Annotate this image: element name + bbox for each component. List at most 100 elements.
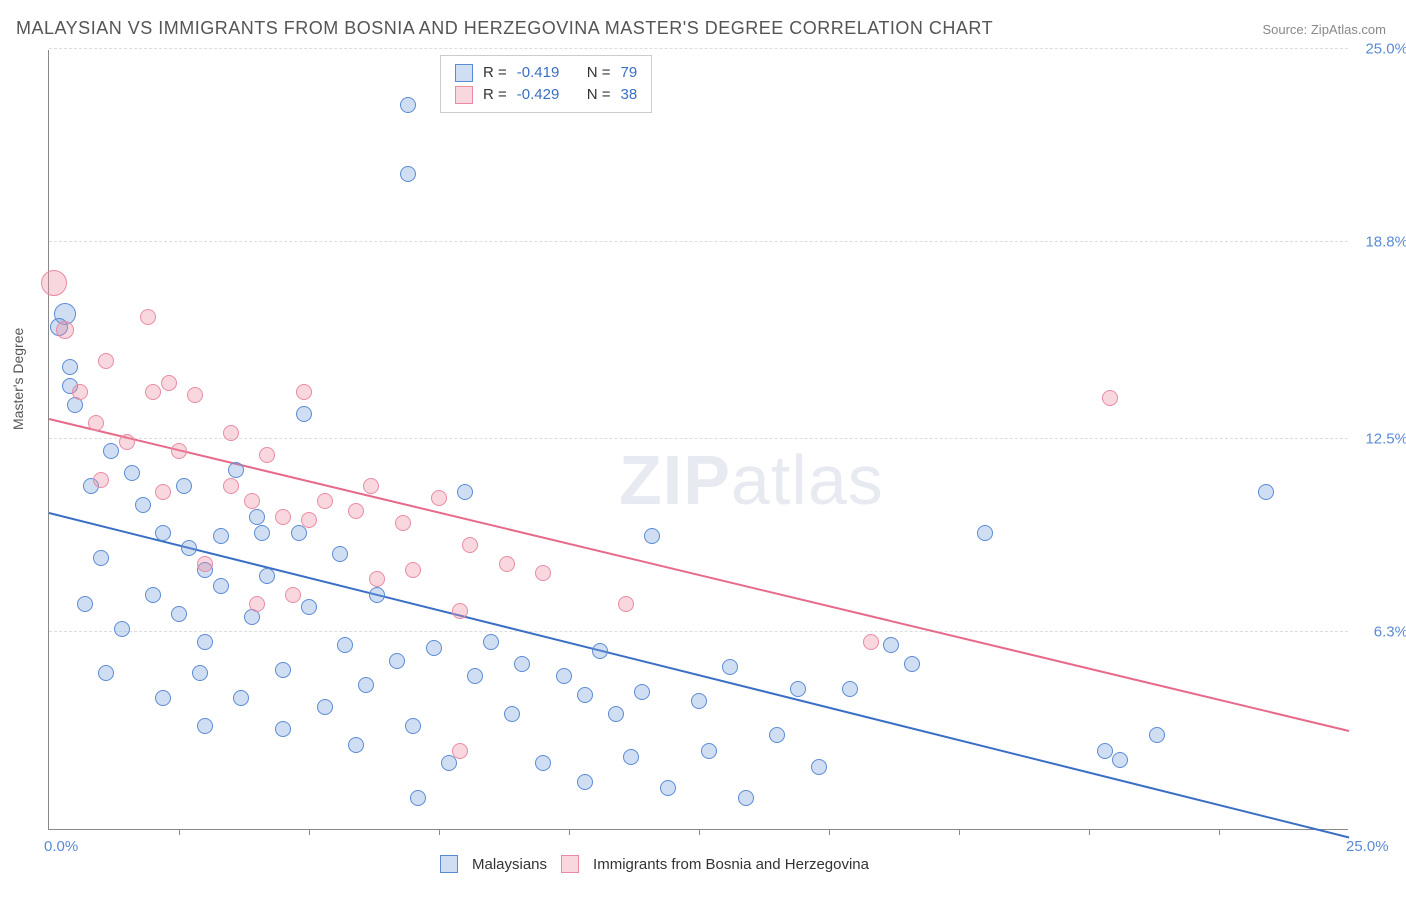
- x-tick: [1089, 829, 1090, 835]
- data-point-bosnia: [462, 537, 478, 553]
- trend-line-bosnia: [49, 418, 1349, 732]
- data-point-malaysians: [254, 525, 270, 541]
- data-point-bosnia: [259, 447, 275, 463]
- data-point-bosnia: [301, 512, 317, 528]
- data-point-malaysians: [77, 596, 93, 612]
- data-point-bosnia: [395, 515, 411, 531]
- data-point-bosnia: [145, 384, 161, 400]
- data-point-malaysians: [842, 681, 858, 697]
- data-point-malaysians: [400, 166, 416, 182]
- data-point-malaysians: [405, 718, 421, 734]
- data-point-bosnia: [535, 565, 551, 581]
- data-point-malaysians: [514, 656, 530, 672]
- watermark: ZIPatlas: [619, 440, 884, 520]
- data-point-bosnia: [317, 493, 333, 509]
- data-point-malaysians: [197, 718, 213, 734]
- data-point-bosnia: [119, 434, 135, 450]
- x-tick: [309, 829, 310, 835]
- legend-swatch-malaysians: [455, 64, 473, 82]
- legend-correlation-box: R =-0.419N =79R =-0.429N =38: [440, 55, 652, 113]
- legend-swatch-bosnia: [455, 86, 473, 104]
- data-point-malaysians: [883, 637, 899, 653]
- data-point-bosnia: [452, 743, 468, 759]
- data-point-malaysians: [691, 693, 707, 709]
- data-point-bosnia: [223, 478, 239, 494]
- y-tick-label: 18.8%: [1353, 234, 1406, 251]
- gridline: [49, 241, 1348, 242]
- data-point-malaysians: [213, 528, 229, 544]
- x-tick: [569, 829, 570, 835]
- data-point-malaysians: [358, 677, 374, 693]
- data-point-malaysians: [233, 690, 249, 706]
- legend-series: MalaysiansImmigrants from Bosnia and Her…: [440, 855, 869, 873]
- data-point-bosnia: [197, 556, 213, 572]
- data-point-malaysians: [556, 668, 572, 684]
- data-point-malaysians: [769, 727, 785, 743]
- data-point-malaysians: [213, 578, 229, 594]
- data-point-bosnia: [41, 270, 67, 296]
- source-attribution: Source: ZipAtlas.com: [1262, 22, 1386, 37]
- data-point-bosnia: [161, 375, 177, 391]
- data-point-malaysians: [1112, 752, 1128, 768]
- data-point-bosnia: [187, 387, 203, 403]
- data-point-bosnia: [98, 353, 114, 369]
- data-point-malaysians: [192, 665, 208, 681]
- data-point-malaysians: [977, 525, 993, 541]
- watermark-bold: ZIP: [619, 441, 731, 519]
- legend-bottom-swatch-bosnia: [561, 855, 579, 873]
- data-point-malaysians: [457, 484, 473, 500]
- gridline: [49, 631, 1348, 632]
- legend-n-label: N =: [587, 84, 611, 106]
- data-point-bosnia: [285, 587, 301, 603]
- data-point-bosnia: [363, 478, 379, 494]
- source-prefix: Source:: [1262, 22, 1310, 37]
- x-tick: [829, 829, 830, 835]
- data-point-malaysians: [634, 684, 650, 700]
- data-point-bosnia: [431, 490, 447, 506]
- data-point-bosnia: [405, 562, 421, 578]
- data-point-malaysians: [332, 546, 348, 562]
- data-point-malaysians: [535, 755, 551, 771]
- data-point-malaysians: [504, 706, 520, 722]
- data-point-bosnia: [171, 443, 187, 459]
- data-point-bosnia: [155, 484, 171, 500]
- data-point-bosnia: [275, 509, 291, 525]
- gridline: [49, 48, 1348, 49]
- data-point-malaysians: [1149, 727, 1165, 743]
- data-point-malaysians: [400, 97, 416, 113]
- data-point-malaysians: [389, 653, 405, 669]
- data-point-malaysians: [410, 790, 426, 806]
- data-point-malaysians: [608, 706, 624, 722]
- x-tick: [1219, 829, 1220, 835]
- data-point-malaysians: [722, 659, 738, 675]
- data-point-malaysians: [114, 621, 130, 637]
- data-point-malaysians: [197, 634, 213, 650]
- data-point-malaysians: [701, 743, 717, 759]
- data-point-bosnia: [72, 384, 88, 400]
- data-point-malaysians: [811, 759, 827, 775]
- data-point-bosnia: [249, 596, 265, 612]
- data-point-malaysians: [275, 721, 291, 737]
- data-point-malaysians: [228, 462, 244, 478]
- legend-bottom-label-malaysians: Malaysians: [472, 856, 547, 873]
- data-point-malaysians: [135, 497, 151, 513]
- data-point-malaysians: [577, 687, 593, 703]
- data-point-malaysians: [301, 599, 317, 615]
- data-point-malaysians: [660, 780, 676, 796]
- data-point-bosnia: [618, 596, 634, 612]
- data-point-malaysians: [275, 662, 291, 678]
- data-point-bosnia: [452, 603, 468, 619]
- data-point-bosnia: [863, 634, 879, 650]
- watermark-light: atlas: [731, 441, 884, 519]
- legend-n-label: N =: [587, 62, 611, 84]
- legend-r-label: R =: [483, 84, 507, 106]
- x-axis-min-label: 0.0%: [44, 838, 78, 920]
- data-point-bosnia: [499, 556, 515, 572]
- x-tick: [959, 829, 960, 835]
- data-point-malaysians: [103, 443, 119, 459]
- data-point-bosnia: [296, 384, 312, 400]
- data-point-bosnia: [223, 425, 239, 441]
- data-point-malaysians: [337, 637, 353, 653]
- data-point-malaysians: [249, 509, 265, 525]
- data-point-malaysians: [369, 587, 385, 603]
